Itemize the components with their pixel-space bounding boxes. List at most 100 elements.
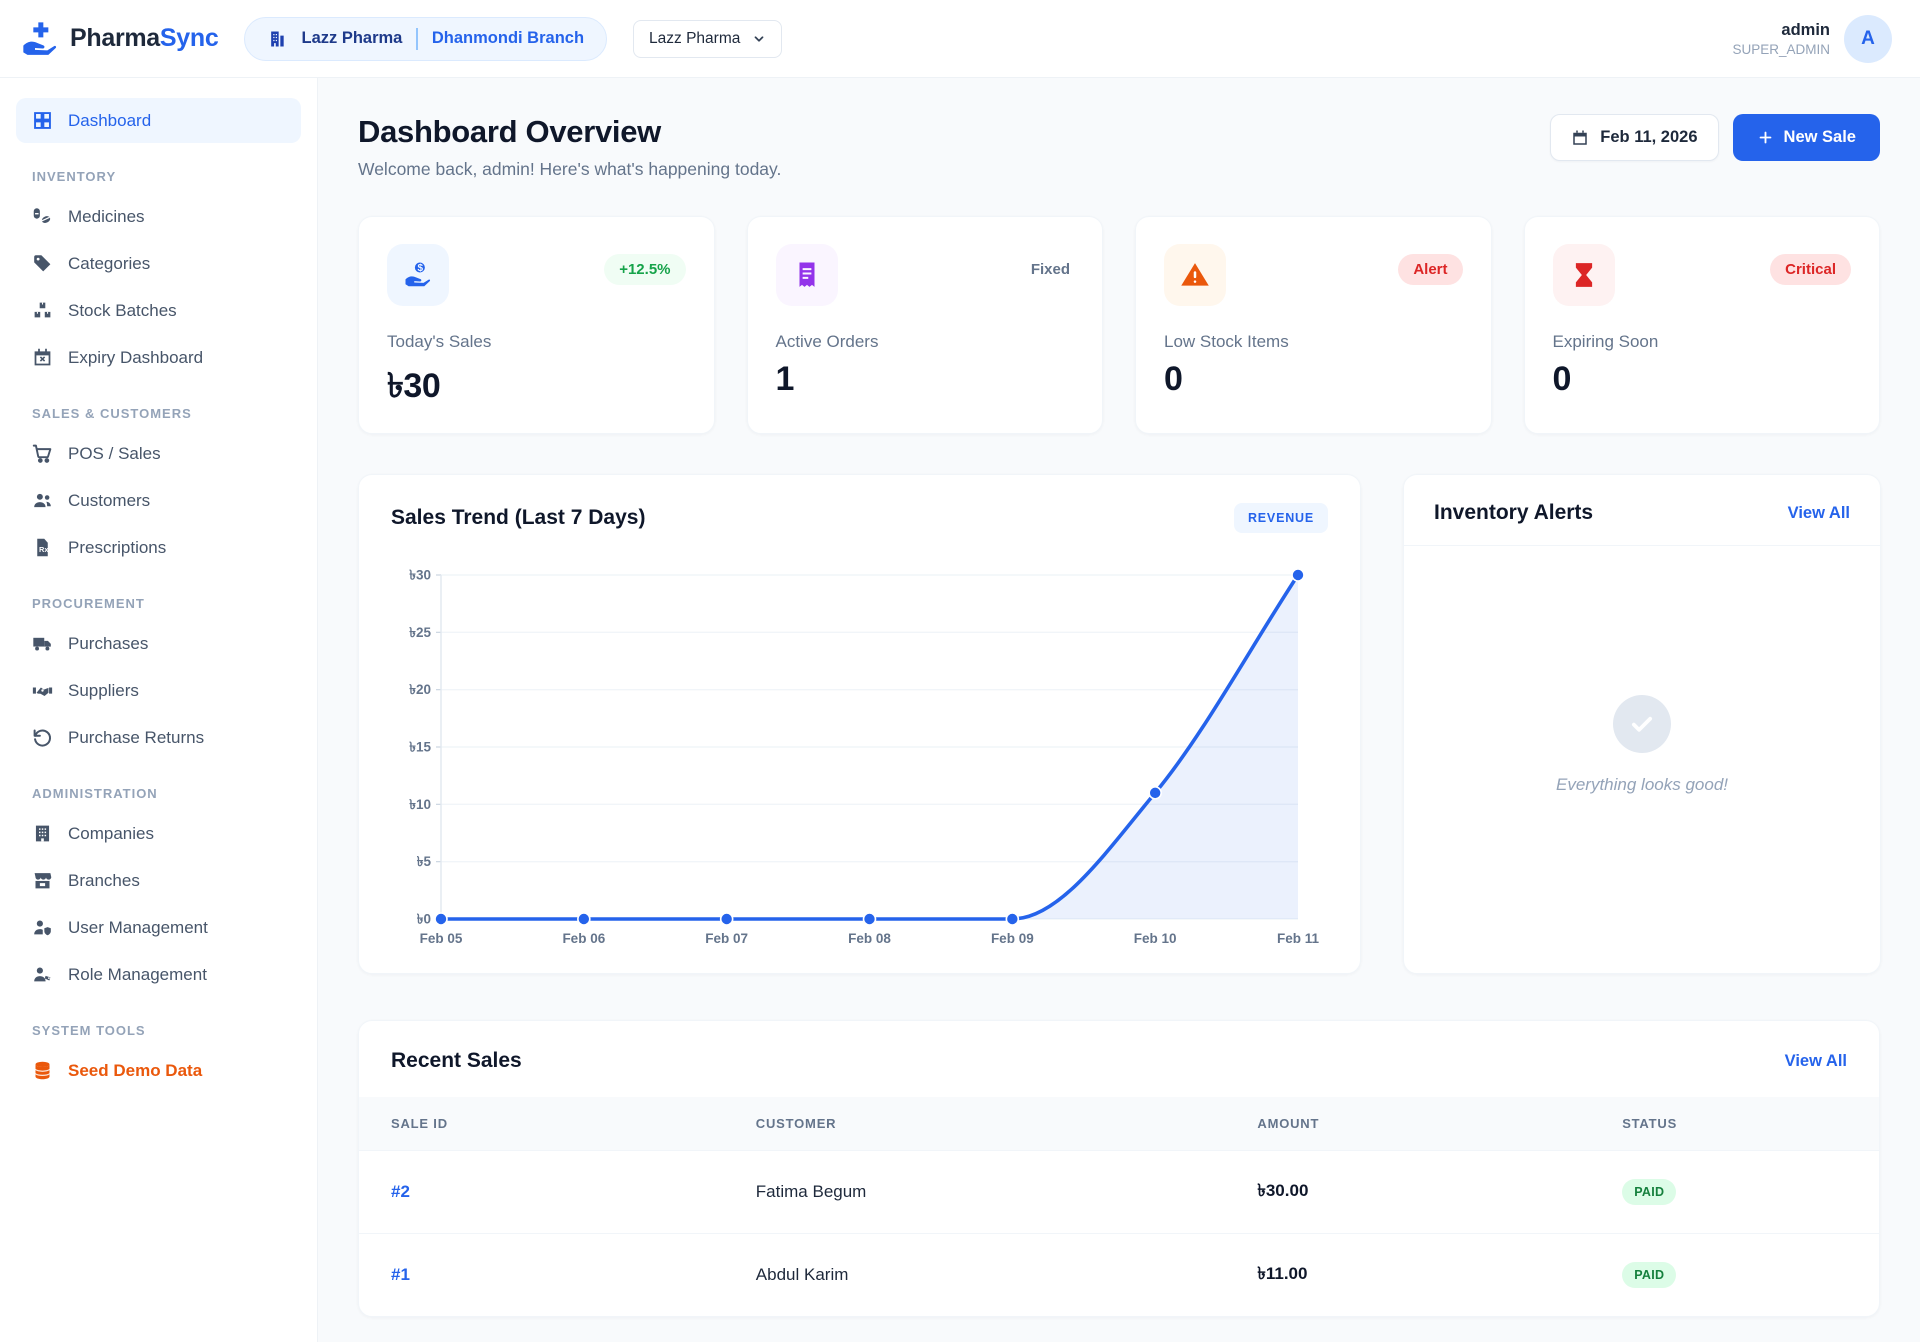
- sale-id-link[interactable]: #2: [391, 1182, 410, 1201]
- svg-text:Feb 10: Feb 10: [1134, 931, 1177, 946]
- sidebar-item-label: Prescriptions: [68, 538, 166, 558]
- sidebar-item-dashboard[interactable]: Dashboard: [16, 98, 301, 143]
- sidebar-item-purchases[interactable]: Purchases: [16, 621, 301, 666]
- tag-icon: [32, 253, 53, 274]
- sales-trend-chart: ৳0৳5৳10৳15৳20৳25৳30Feb 05Feb 06Feb 07Feb…: [391, 533, 1328, 958]
- sidebar-item-user-management[interactable]: User Management: [16, 905, 301, 950]
- brand: PharmaSync: [20, 19, 218, 59]
- sidebar-item-expiry-dashboard[interactable]: Expiry Dashboard: [16, 335, 301, 380]
- sidebar-item-label: Customers: [68, 491, 150, 511]
- context-divider: [416, 28, 418, 50]
- plus-icon: [1757, 129, 1774, 146]
- boxes-icon: [32, 300, 53, 321]
- calendar-icon: [1571, 129, 1589, 147]
- sidebar-item-label: Suppliers: [68, 681, 139, 701]
- building-icon: [267, 29, 287, 49]
- recent-sales-title: Recent Sales: [391, 1049, 522, 1073]
- stat-label: Low Stock Items: [1164, 332, 1463, 352]
- inventory-alerts-header: Inventory Alerts View All: [1404, 475, 1880, 546]
- page-title: Dashboard Overview: [358, 114, 781, 150]
- user-meta: admin SUPER_ADMIN: [1732, 21, 1830, 57]
- customer-name: Abdul Karim: [756, 1265, 849, 1284]
- context-company: Lazz Pharma: [301, 29, 402, 48]
- hand-coins-icon: $: [387, 244, 449, 306]
- sidebar-section-label: SALES & CUSTOMERS: [32, 406, 301, 421]
- sidebar-item-label: Dashboard: [68, 111, 151, 131]
- svg-text:৳5: ৳5: [417, 854, 432, 869]
- pharmasync-logo-icon: [20, 19, 60, 59]
- column-header-customer: CUSTOMER: [724, 1097, 1226, 1151]
- sidebar-item-label: Role Management: [68, 965, 207, 985]
- customer-name: Fatima Begum: [756, 1182, 867, 1201]
- sale-amount: ৳11.00: [1257, 1264, 1307, 1283]
- sales-trend-title: Sales Trend (Last 7 Days): [391, 506, 645, 530]
- column-header-amount: AMOUNT: [1225, 1097, 1590, 1151]
- sidebar-item-medicines[interactable]: Medicines: [16, 194, 301, 239]
- sidebar-item-branches[interactable]: Branches: [16, 858, 301, 903]
- sidebar-item-role-management[interactable]: Role Management: [16, 952, 301, 997]
- stat-card-today-s-sales: $+12.5%Today's Sales৳30: [358, 216, 715, 434]
- new-sale-button-label: New Sale: [1784, 128, 1856, 147]
- sidebar-item-prescriptions[interactable]: Rx Prescriptions: [16, 525, 301, 570]
- stat-card-top: Critical: [1553, 244, 1852, 306]
- company-select[interactable]: Lazz Pharma: [633, 20, 782, 58]
- sidebar-section-label: SYSTEM TOOLS: [32, 1023, 301, 1038]
- status-badge: PAID: [1622, 1179, 1676, 1205]
- brand-name-primary: Pharma: [70, 24, 160, 52]
- svg-text:Rx: Rx: [39, 545, 49, 554]
- sidebar-item-categories[interactable]: Categories: [16, 241, 301, 286]
- column-header-status: STATUS: [1590, 1097, 1879, 1151]
- chevron-down-icon: [752, 32, 766, 46]
- new-sale-button[interactable]: New Sale: [1733, 114, 1880, 161]
- store-icon: [32, 870, 53, 891]
- sidebar-item-seed-demo-data[interactable]: Seed Demo Data: [16, 1048, 301, 1093]
- sidebar-item-purchase-returns[interactable]: Purchase Returns: [16, 715, 301, 760]
- hourglass-icon: [1553, 244, 1615, 306]
- recent-sales-view-all-link[interactable]: View All: [1785, 1052, 1847, 1071]
- sidebar-section-label: PROCUREMENT: [32, 596, 301, 611]
- svg-text:Feb 11: Feb 11: [1277, 931, 1320, 946]
- table-row: #2Fatima Begum৳30.00PAID: [359, 1151, 1879, 1234]
- stat-card-top: Alert: [1164, 244, 1463, 306]
- company-branch-badge[interactable]: Lazz Pharma Dhanmondi Branch: [244, 17, 607, 61]
- svg-text:$: $: [418, 263, 424, 274]
- sidebar-item-customers[interactable]: Customers: [16, 478, 301, 523]
- dashboard-grid-icon: [32, 110, 53, 131]
- stat-card-expiring-soon: CriticalExpiring Soon0: [1524, 216, 1881, 434]
- charts-row: Sales Trend (Last 7 Days) REVENUE ৳0৳5৳1…: [358, 474, 1880, 974]
- column-header-sale-id: SALE ID: [359, 1097, 724, 1151]
- prescription-file-icon: Rx: [32, 537, 53, 558]
- avatar[interactable]: A: [1844, 15, 1892, 63]
- users-icon: [32, 490, 53, 511]
- sidebar-item-label: POS / Sales: [68, 444, 161, 464]
- page-head-text: Dashboard Overview Welcome back, admin! …: [358, 114, 781, 180]
- receipt-icon: [776, 244, 838, 306]
- sidebar-item-label: Stock Batches: [68, 301, 177, 321]
- svg-text:৳10: ৳10: [409, 797, 431, 812]
- sidebar-item-pos-sales[interactable]: POS / Sales: [16, 431, 301, 476]
- top-bar-right: admin SUPER_ADMIN A: [1732, 15, 1892, 63]
- inventory-alerts-title: Inventory Alerts: [1434, 501, 1593, 525]
- database-icon: [32, 1060, 53, 1081]
- sales-trend-header: Sales Trend (Last 7 Days) REVENUE: [391, 503, 1328, 533]
- stat-badge: Critical: [1770, 254, 1851, 285]
- stat-card-top: Fixed: [776, 244, 1075, 306]
- inventory-alerts-view-all-link[interactable]: View All: [1788, 504, 1850, 523]
- sidebar-item-companies[interactable]: Companies: [16, 811, 301, 856]
- sidebar-section-label: INVENTORY: [32, 169, 301, 184]
- sale-id-link[interactable]: #1: [391, 1265, 410, 1284]
- stat-badge: Fixed: [1016, 254, 1074, 285]
- sidebar-item-suppliers[interactable]: Suppliers: [16, 668, 301, 713]
- stat-value: ৳30: [387, 360, 686, 417]
- sidebar-item-label: Purchase Returns: [68, 728, 204, 748]
- sidebar-item-stock-batches[interactable]: Stock Batches: [16, 288, 301, 333]
- sidebar-item-label: Expiry Dashboard: [68, 348, 203, 368]
- stat-value: 1: [776, 360, 1075, 399]
- cart-icon: [32, 443, 53, 464]
- sidebar-item-label: User Management: [68, 918, 208, 938]
- app-root: PharmaSync Lazz Pharma Dhanmondi Branch …: [0, 0, 1920, 1342]
- page-subtitle: Welcome back, admin! Here's what's happe…: [358, 159, 781, 180]
- date-button[interactable]: Feb 11, 2026: [1550, 114, 1718, 161]
- stat-card-active-orders: FixedActive Orders1: [747, 216, 1104, 434]
- stat-badge: Alert: [1398, 254, 1462, 285]
